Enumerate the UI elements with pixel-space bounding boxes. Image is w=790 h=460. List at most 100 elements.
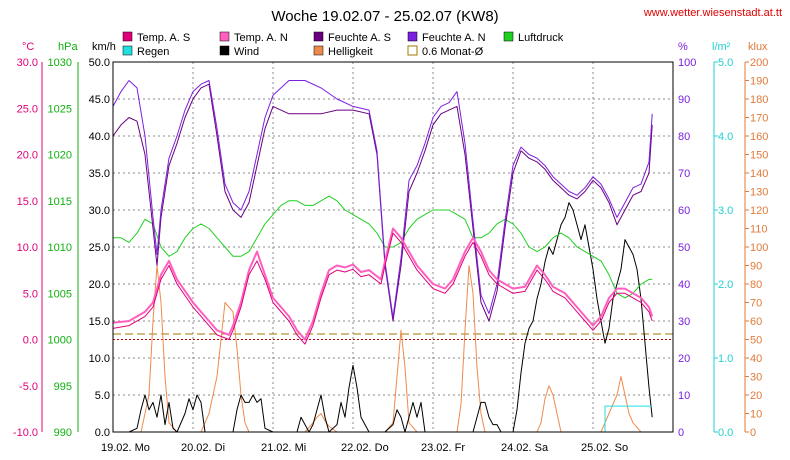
humidity-axis-tick-label: 80: [678, 131, 690, 143]
pressure-axis-tick-label: 1015: [48, 196, 72, 208]
temp-axis-tick-label: 25.0: [17, 103, 38, 115]
rain-axis-tick-label: 2.0: [718, 279, 733, 291]
light-axis-tick-label: 180: [750, 94, 768, 106]
series-line-temp_n: [112, 227, 654, 341]
wind-axis-tick-label: 5.0: [95, 390, 110, 402]
wind-axis-tick-label: 35.0: [89, 168, 110, 180]
temp-axis-tick-label: 15.0: [17, 196, 38, 208]
rain-axis-tick-label: 5.0: [718, 57, 733, 69]
temp-axis-tick-label: 5.0: [23, 288, 38, 300]
temp-axis-tick-label: 30.0: [17, 57, 38, 69]
temp-axis-tick-label: 10.0: [17, 242, 38, 254]
pressure-axis-tick-label: 1005: [48, 288, 72, 300]
humidity-axis-tick-label: 90: [678, 94, 690, 106]
humidity-axis-tick-label: 70: [678, 168, 690, 180]
legend-swatch-feuchte_n: [407, 31, 418, 42]
temp-axis-tick-label: 20.0: [17, 150, 38, 162]
wind-axis-tick-label: 40.0: [89, 131, 110, 143]
x-axis-day-label: 24.02. Sa: [501, 442, 549, 454]
temp-axis-tick-label: 0.0: [23, 335, 38, 347]
light-axis-tick-label: 120: [750, 205, 768, 217]
legend-label-wind: Wind: [234, 46, 259, 58]
legend-label-feuchte_n: Feuchte A. N: [422, 32, 486, 44]
legend-swatch-luftdruck: [503, 31, 514, 42]
rain-axis-tick-label: 1.0: [718, 353, 733, 365]
x-axis-day-label: 21.02. Mi: [261, 442, 306, 454]
light-axis-tick-label: 20: [750, 390, 762, 402]
light-axis-tick-label: 50: [750, 335, 762, 347]
pressure-axis-tick-label: 1020: [48, 150, 72, 162]
x-axis-day-label: 22.02. Do: [341, 442, 389, 454]
legend-swatch-temp_s: [122, 31, 133, 42]
wind-axis-tick-label: 10.0: [89, 353, 110, 365]
legend-swatch-regen: [122, 45, 133, 56]
pressure-axis-tick-label: 1010: [48, 242, 72, 254]
humidity-axis-tick-label: 100: [678, 57, 696, 69]
pressure-axis-tick-label: 1025: [48, 103, 72, 115]
plot-frame: [112, 61, 674, 433]
rain-unit-label: l/m²: [712, 41, 731, 53]
rain-axis-tick-label: 4.0: [718, 131, 733, 143]
light-axis-tick-label: 110: [750, 224, 768, 236]
light-axis-tick-label: 0: [750, 427, 756, 439]
legend-swatch-wind: [219, 45, 230, 56]
humidity-axis-tick-label: 50: [678, 242, 690, 254]
x-axis-day-label: 19.02. Mo: [101, 442, 150, 454]
x-axis-day-label: 20.02. Di: [181, 442, 225, 454]
pressure-axis-tick-label: 1030: [48, 57, 72, 69]
pressure-axis-tick-label: 990: [54, 427, 72, 439]
series-line-regen: [113, 405, 653, 433]
pressure-axis-tick-label: 1000: [48, 335, 72, 347]
legend-label-helligkeit: Helligkeit: [328, 46, 373, 58]
light-axis-tick-label: 190: [750, 76, 768, 88]
light-axis-tick-label: 40: [750, 353, 762, 365]
wind-axis-tick-label: 25.0: [89, 242, 110, 254]
temp-axis-tick-label: -10.0: [13, 427, 38, 439]
series-line-luftdruck: [113, 195, 653, 299]
series-line-feuchte_n: [112, 80, 653, 318]
pressure-unit-label: hPa: [58, 41, 78, 53]
wind-axis-tick-label: 0.0: [95, 427, 110, 439]
reference-lines: [113, 333, 673, 340]
light-axis-tick-label: 150: [750, 150, 768, 162]
humidity-axis-tick-label: 40: [678, 279, 690, 291]
legend-swatch-temp_n: [219, 31, 230, 42]
legend-swatch-helligkeit: [313, 45, 324, 56]
light-axis-tick-label: 70: [750, 298, 762, 310]
light-axis-tick-label: 130: [750, 187, 768, 199]
humidity-axis-tick-label: 10: [678, 390, 690, 402]
light-axis-tick-label: 140: [750, 168, 768, 180]
legend-label-monat: 0.6 Monat-Ø: [422, 46, 484, 58]
light-axis-tick-label: 60: [750, 316, 762, 328]
legend-label-feuchte_s: Feuchte A. S: [328, 32, 391, 44]
humidity-unit-label: %: [678, 41, 688, 53]
series-line-helligkeit: [113, 265, 653, 433]
grid-lines: [113, 61, 673, 433]
wind-axis-tick-label: 45.0: [89, 94, 110, 106]
source-link[interactable]: www.wetter.wiesenstadt.at.tt: [643, 7, 782, 19]
legend-label-luftdruck: Luftdruck: [518, 32, 564, 44]
wind-axis-tick-label: 50.0: [89, 57, 110, 69]
pressure-axis-tick-label: 995: [54, 381, 72, 393]
wind-axis-tick-label: 15.0: [89, 316, 110, 328]
legend: Temp. A. S Temp. A. N Feuchte A. S Feuchte …: [122, 31, 564, 58]
legend-swatch-monat: [407, 45, 418, 56]
legend-label-regen: Regen: [137, 46, 169, 58]
chart-title: Woche 19.02.07 - 25.02.07 (KW8): [271, 8, 498, 25]
rain-axis-tick-label: 3.0: [718, 205, 733, 217]
wind-axis-tick-label: 20.0: [89, 279, 110, 291]
humidity-axis-tick-label: 20: [678, 353, 690, 365]
legend-label-temp_n: Temp. A. N: [234, 32, 288, 44]
light-axis-tick-label: 200: [750, 57, 768, 69]
humidity-axis-tick-label: 0: [678, 427, 684, 439]
x-axis-day-label: 25.02. So: [581, 442, 628, 454]
light-axis-tick-label: 30: [750, 372, 762, 384]
temp-axis-tick-label: -5.0: [19, 381, 38, 393]
header: Woche 19.02.07 - 25.02.07 (KW8) www.wett…: [271, 7, 782, 25]
axes: 30.025.020.015.010.05.00.0-5.0-10.010301…: [13, 41, 768, 454]
series-line-temp_s: [112, 232, 653, 345]
humidity-axis-tick-label: 60: [678, 205, 690, 217]
wind-axis-tick-label: 30.0: [89, 205, 110, 217]
light-axis-tick-label: 160: [750, 131, 768, 143]
wind-unit-label: km/h: [92, 41, 116, 53]
